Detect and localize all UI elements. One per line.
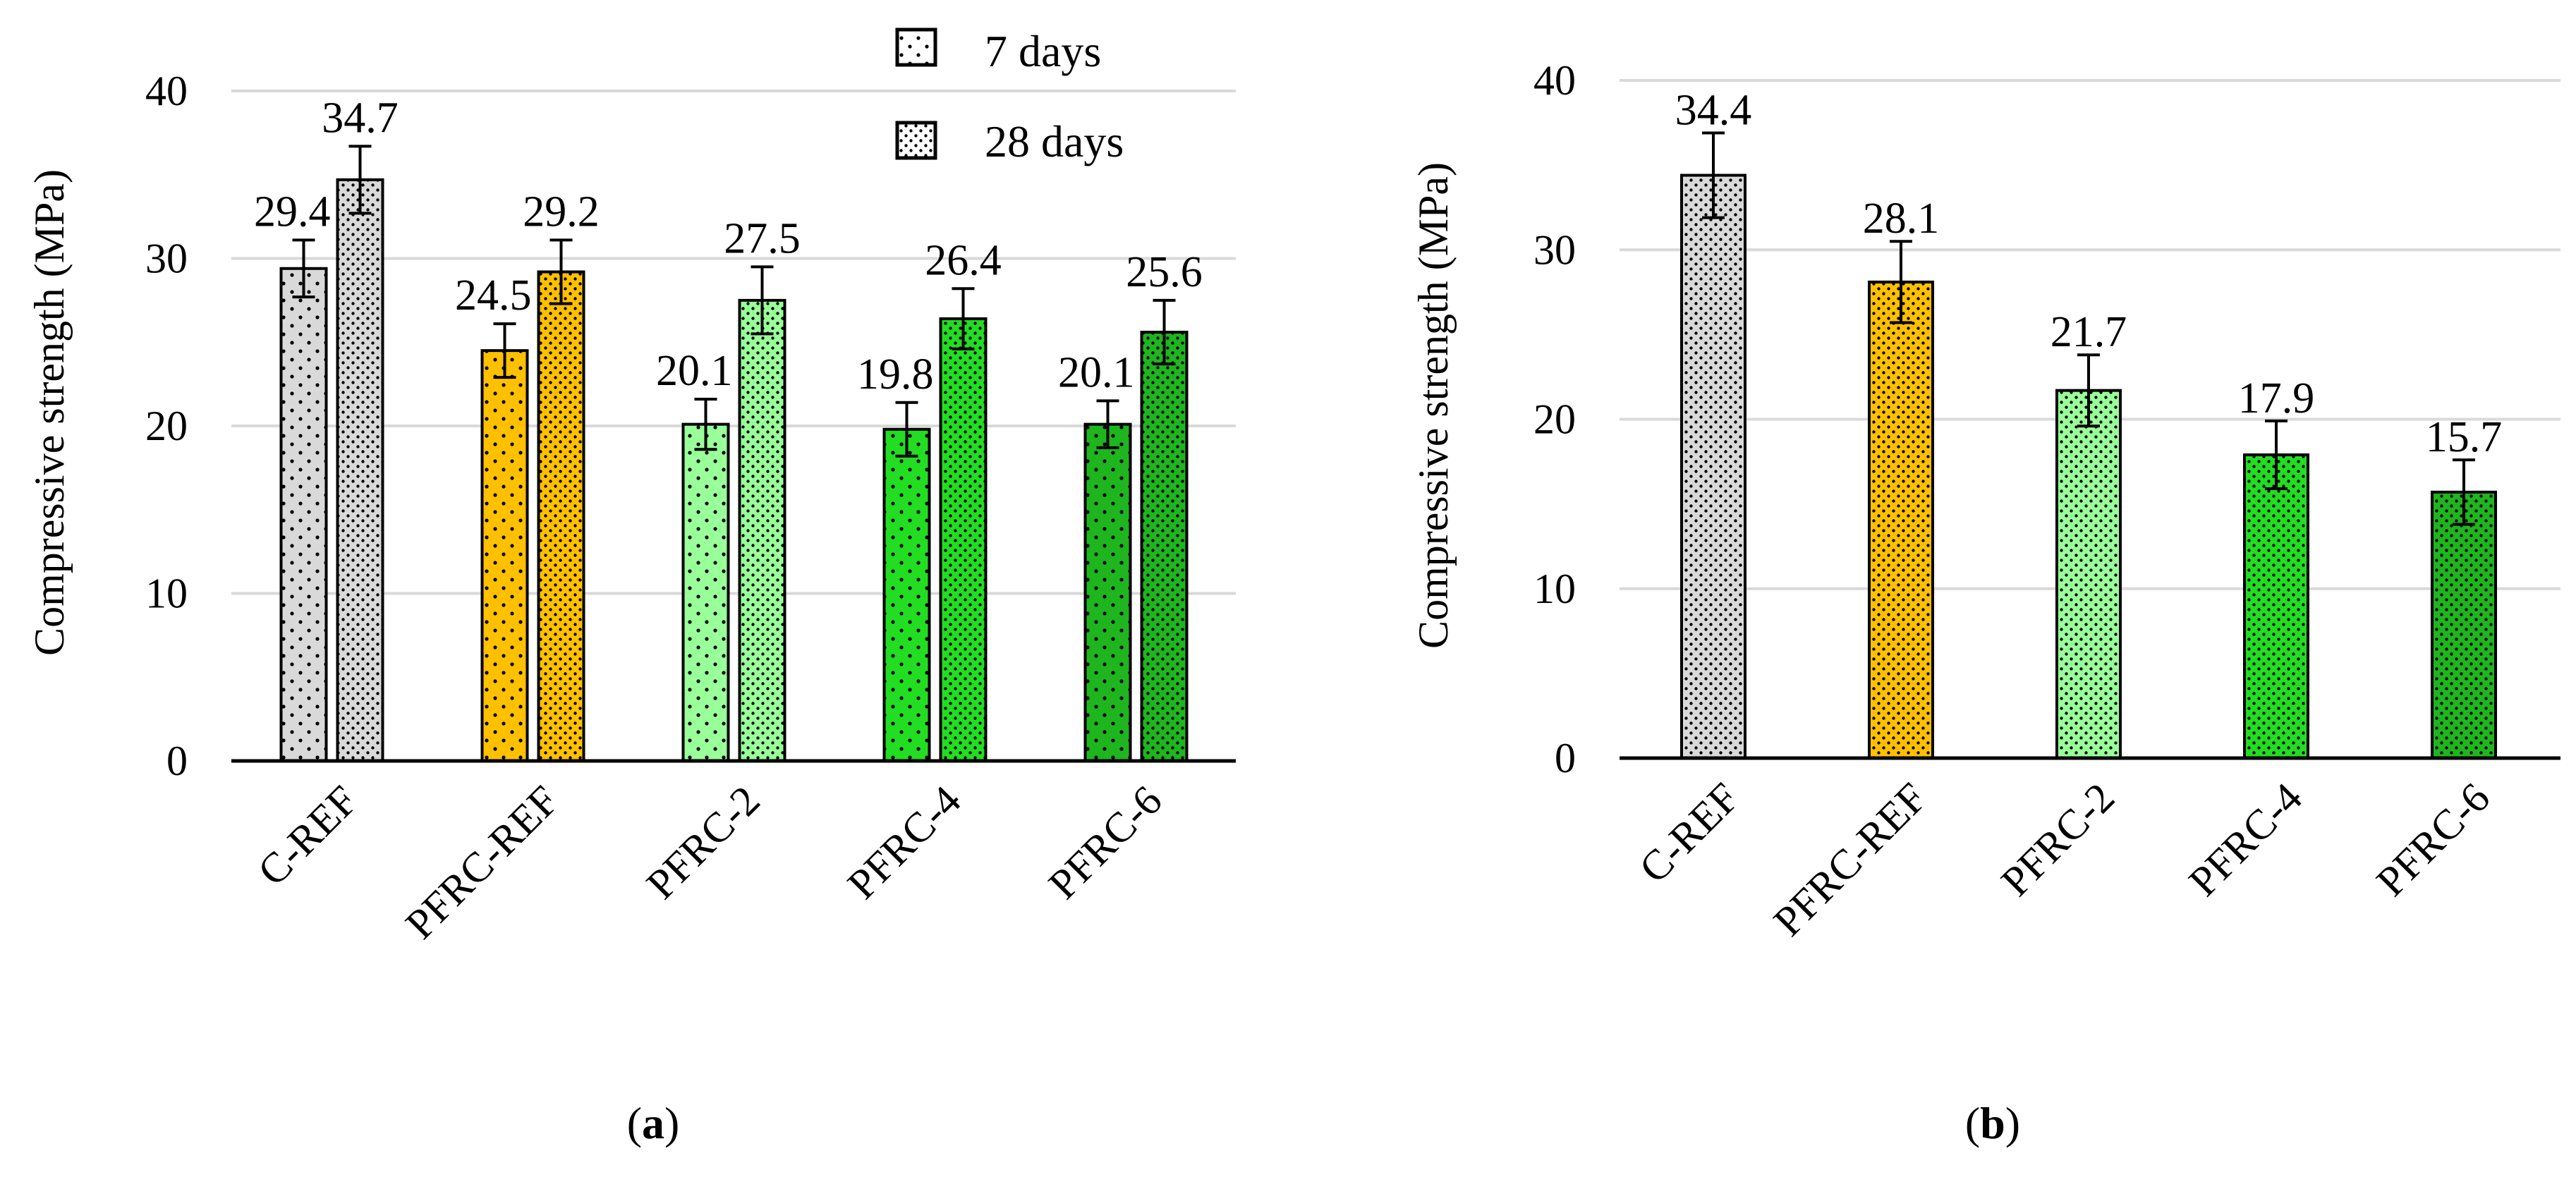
chart-a-pfrc-2-28-days-data-label: 27.5 bbox=[724, 214, 801, 262]
chart-b-pfrc-ref-bar-pattern bbox=[1868, 280, 1934, 760]
chart-a-pfrc-ref-28-days-data-label: 29.2 bbox=[523, 188, 600, 236]
chart-a-y-tick-30: 30 bbox=[145, 236, 188, 282]
chart-b-c-ref-error-bar bbox=[1702, 131, 1725, 219]
panel-label-b: (b) bbox=[1965, 1098, 2020, 1148]
chart-b-y-tick-20: 20 bbox=[1533, 396, 1576, 443]
chart-a-pfrc-ref-7-days-error-bar bbox=[493, 322, 516, 379]
chart-a-pfrc-2-7-days-data-label: 20.1 bbox=[656, 347, 733, 395]
chart-a-pfrc-6-28-days-data-label: 25.6 bbox=[1126, 248, 1203, 296]
chart-a-y-tick-10: 10 bbox=[145, 571, 188, 617]
chart-a-pfrc-ref-7-days-bar-pattern bbox=[480, 349, 529, 762]
chart-a-pfrc-ref-28-days-error-bar bbox=[549, 238, 573, 305]
chart-b-pfrc-2-data-label: 21.7 bbox=[2051, 308, 2127, 356]
chart-a-y-tick-20: 20 bbox=[145, 403, 188, 449]
chart-b-y-axis-label: Compressive strength (MPa) bbox=[1410, 162, 1457, 649]
legend-label-28-days: 28 days bbox=[985, 116, 1124, 166]
chart-a-pfrc-6-7-days-data-label: 20.1 bbox=[1058, 348, 1135, 396]
chart-b-bars: 34.4 28.1 21.7 17.9 15.7 bbox=[1620, 86, 2560, 760]
chart-a-x-tick-c-ref: C-REF bbox=[249, 777, 367, 895]
chart-a-pfrc-2-7-days-error-bar bbox=[694, 398, 717, 451]
chart-a-c-ref-28-days-data-label: 34.7 bbox=[322, 94, 399, 142]
chart-b-pfrc-6-bar-pattern bbox=[2431, 490, 2497, 760]
chart-a-pfrc-6-28-days-bar-pattern bbox=[1140, 331, 1189, 762]
chart-b-x-tick-pfrc-ref: PFRC-REF bbox=[1765, 774, 1936, 945]
chart-b-pfrc-6-data-label: 15.7 bbox=[2426, 413, 2503, 461]
chart-b-y-tick-30: 30 bbox=[1533, 226, 1576, 273]
chart-a-pfrc-4-7-days-bar-pattern bbox=[882, 427, 931, 762]
chart-a-y-tick-labels: 0 10 20 30 40 bbox=[145, 68, 188, 784]
chart-b-c-ref-data-label: 34.4 bbox=[1675, 86, 1752, 134]
chart-a-bars: 29.4 34.7 24.5 29.2 20.1 27.5 19.8 26.4 20.1 25.6 bbox=[231, 94, 1236, 763]
chart-b-y-tick-10: 10 bbox=[1533, 566, 1576, 612]
chart-b-x-tick-pfrc-4: PFRC-4 bbox=[2180, 774, 2311, 905]
chart-b-x-tick-pfrc-6: PFRC-6 bbox=[2367, 774, 2498, 905]
chart-a-x-tick-pfrc-6: PFRC-6 bbox=[1040, 777, 1171, 908]
chart-a-pfrc-ref-28-days-bar-pattern bbox=[537, 270, 585, 762]
chart-b-x-tick-c-ref: C-REF bbox=[1630, 774, 1748, 892]
chart-a-y-tick-40: 40 bbox=[145, 68, 188, 114]
chart-a-pfrc-6-28-days-error-bar bbox=[1153, 298, 1176, 366]
chart-b-pfrc-2-error-bar bbox=[2077, 353, 2100, 428]
chart-b-y-tick-0: 0 bbox=[1555, 735, 1576, 781]
chart-a-pfrc-4-28-days-data-label: 26.4 bbox=[925, 236, 1002, 284]
chart-a-pfrc-4-7-days-error-bar bbox=[895, 401, 918, 458]
chart-b-pfrc-6-error-bar bbox=[2453, 458, 2475, 526]
chart-b-pfrc-ref-data-label: 28.1 bbox=[1863, 195, 1940, 243]
chart-b-pfrc-4-bar-pattern bbox=[2243, 453, 2309, 760]
chart-a-pfrc-ref-7-days-data-label: 24.5 bbox=[455, 272, 532, 319]
chart-a-c-ref-7-days-bar-pattern bbox=[279, 267, 328, 762]
chart-b-pfrc-4-data-label: 17.9 bbox=[2238, 374, 2315, 422]
chart-a-x-tick-pfrc-ref: PFRC-REF bbox=[396, 777, 567, 948]
chart-a-c-ref-28-days-error-bar bbox=[348, 145, 372, 215]
chart-a-pfrc-4-28-days-bar-pattern bbox=[939, 317, 988, 762]
panel-letter-b: b bbox=[1980, 1098, 2005, 1148]
chart-a-legend: 7 days 28 days bbox=[895, 26, 1124, 166]
chart-b-pfrc-ref-error-bar bbox=[1890, 240, 1912, 324]
chart-a-c-ref-7-days-data-label: 29.4 bbox=[254, 188, 331, 236]
chart-a-pfrc-4-7-days-data-label: 19.8 bbox=[857, 350, 934, 398]
chart-a-pfrc-4-28-days-error-bar bbox=[952, 287, 975, 350]
chart-a-y-tick-0: 0 bbox=[166, 738, 188, 784]
chart-a-x-tick-pfrc-4: PFRC-4 bbox=[839, 777, 970, 908]
chart-b-x-tick-labels: C-REF PFRC-REF PFRC-2 PFRC-4 PFRC-6 bbox=[1630, 774, 2498, 945]
chart-a-pfrc-2-28-days-error-bar bbox=[751, 265, 774, 336]
chart-a: 0 10 20 30 40 29.4 34.7 24.5 29.2 20.1 27.5 19.8 26… bbox=[26, 26, 1236, 1148]
chart-a-x-tick-labels: C-REF PFRC-REF PFRC-2 PFRC-4 PFRC-6 bbox=[249, 777, 1171, 948]
chart-a-c-ref-7-days-error-bar bbox=[292, 238, 315, 299]
chart-b-y-tick-40: 40 bbox=[1533, 57, 1576, 104]
chart-b-y-tick-labels: 0 10 20 30 40 bbox=[1533, 57, 1576, 781]
chart-b-c-ref-bar-pattern bbox=[1680, 173, 1746, 760]
chart-a-pfrc-2-7-days-bar-pattern bbox=[681, 422, 730, 762]
chart-a-pfrc-6-7-days-bar-pattern bbox=[1083, 422, 1132, 762]
chart-b-x-tick-pfrc-2: PFRC-2 bbox=[1992, 774, 2123, 905]
panel-letter-a: a bbox=[642, 1098, 664, 1148]
chart-b-pfrc-4-error-bar bbox=[2265, 419, 2288, 491]
chart-a-c-ref-28-days-bar-pattern bbox=[336, 178, 384, 762]
legend-swatch-7-days bbox=[895, 28, 937, 67]
legend-label-7-days: 7 days bbox=[985, 26, 1101, 76]
chart-b-pfrc-2-bar-pattern bbox=[2055, 389, 2122, 760]
chart-a-x-tick-pfrc-2: PFRC-2 bbox=[638, 777, 769, 908]
chart-a-gridlines bbox=[231, 90, 1236, 595]
legend-swatch-28-days bbox=[895, 121, 937, 160]
panel-label-a: (a) bbox=[627, 1098, 680, 1148]
chart-a-y-axis-label: Compressive strength (MPa) bbox=[26, 169, 73, 656]
chart-a-pfrc-6-7-days-error-bar bbox=[1096, 399, 1119, 449]
chart-a-pfrc-2-28-days-bar-pattern bbox=[738, 298, 786, 762]
